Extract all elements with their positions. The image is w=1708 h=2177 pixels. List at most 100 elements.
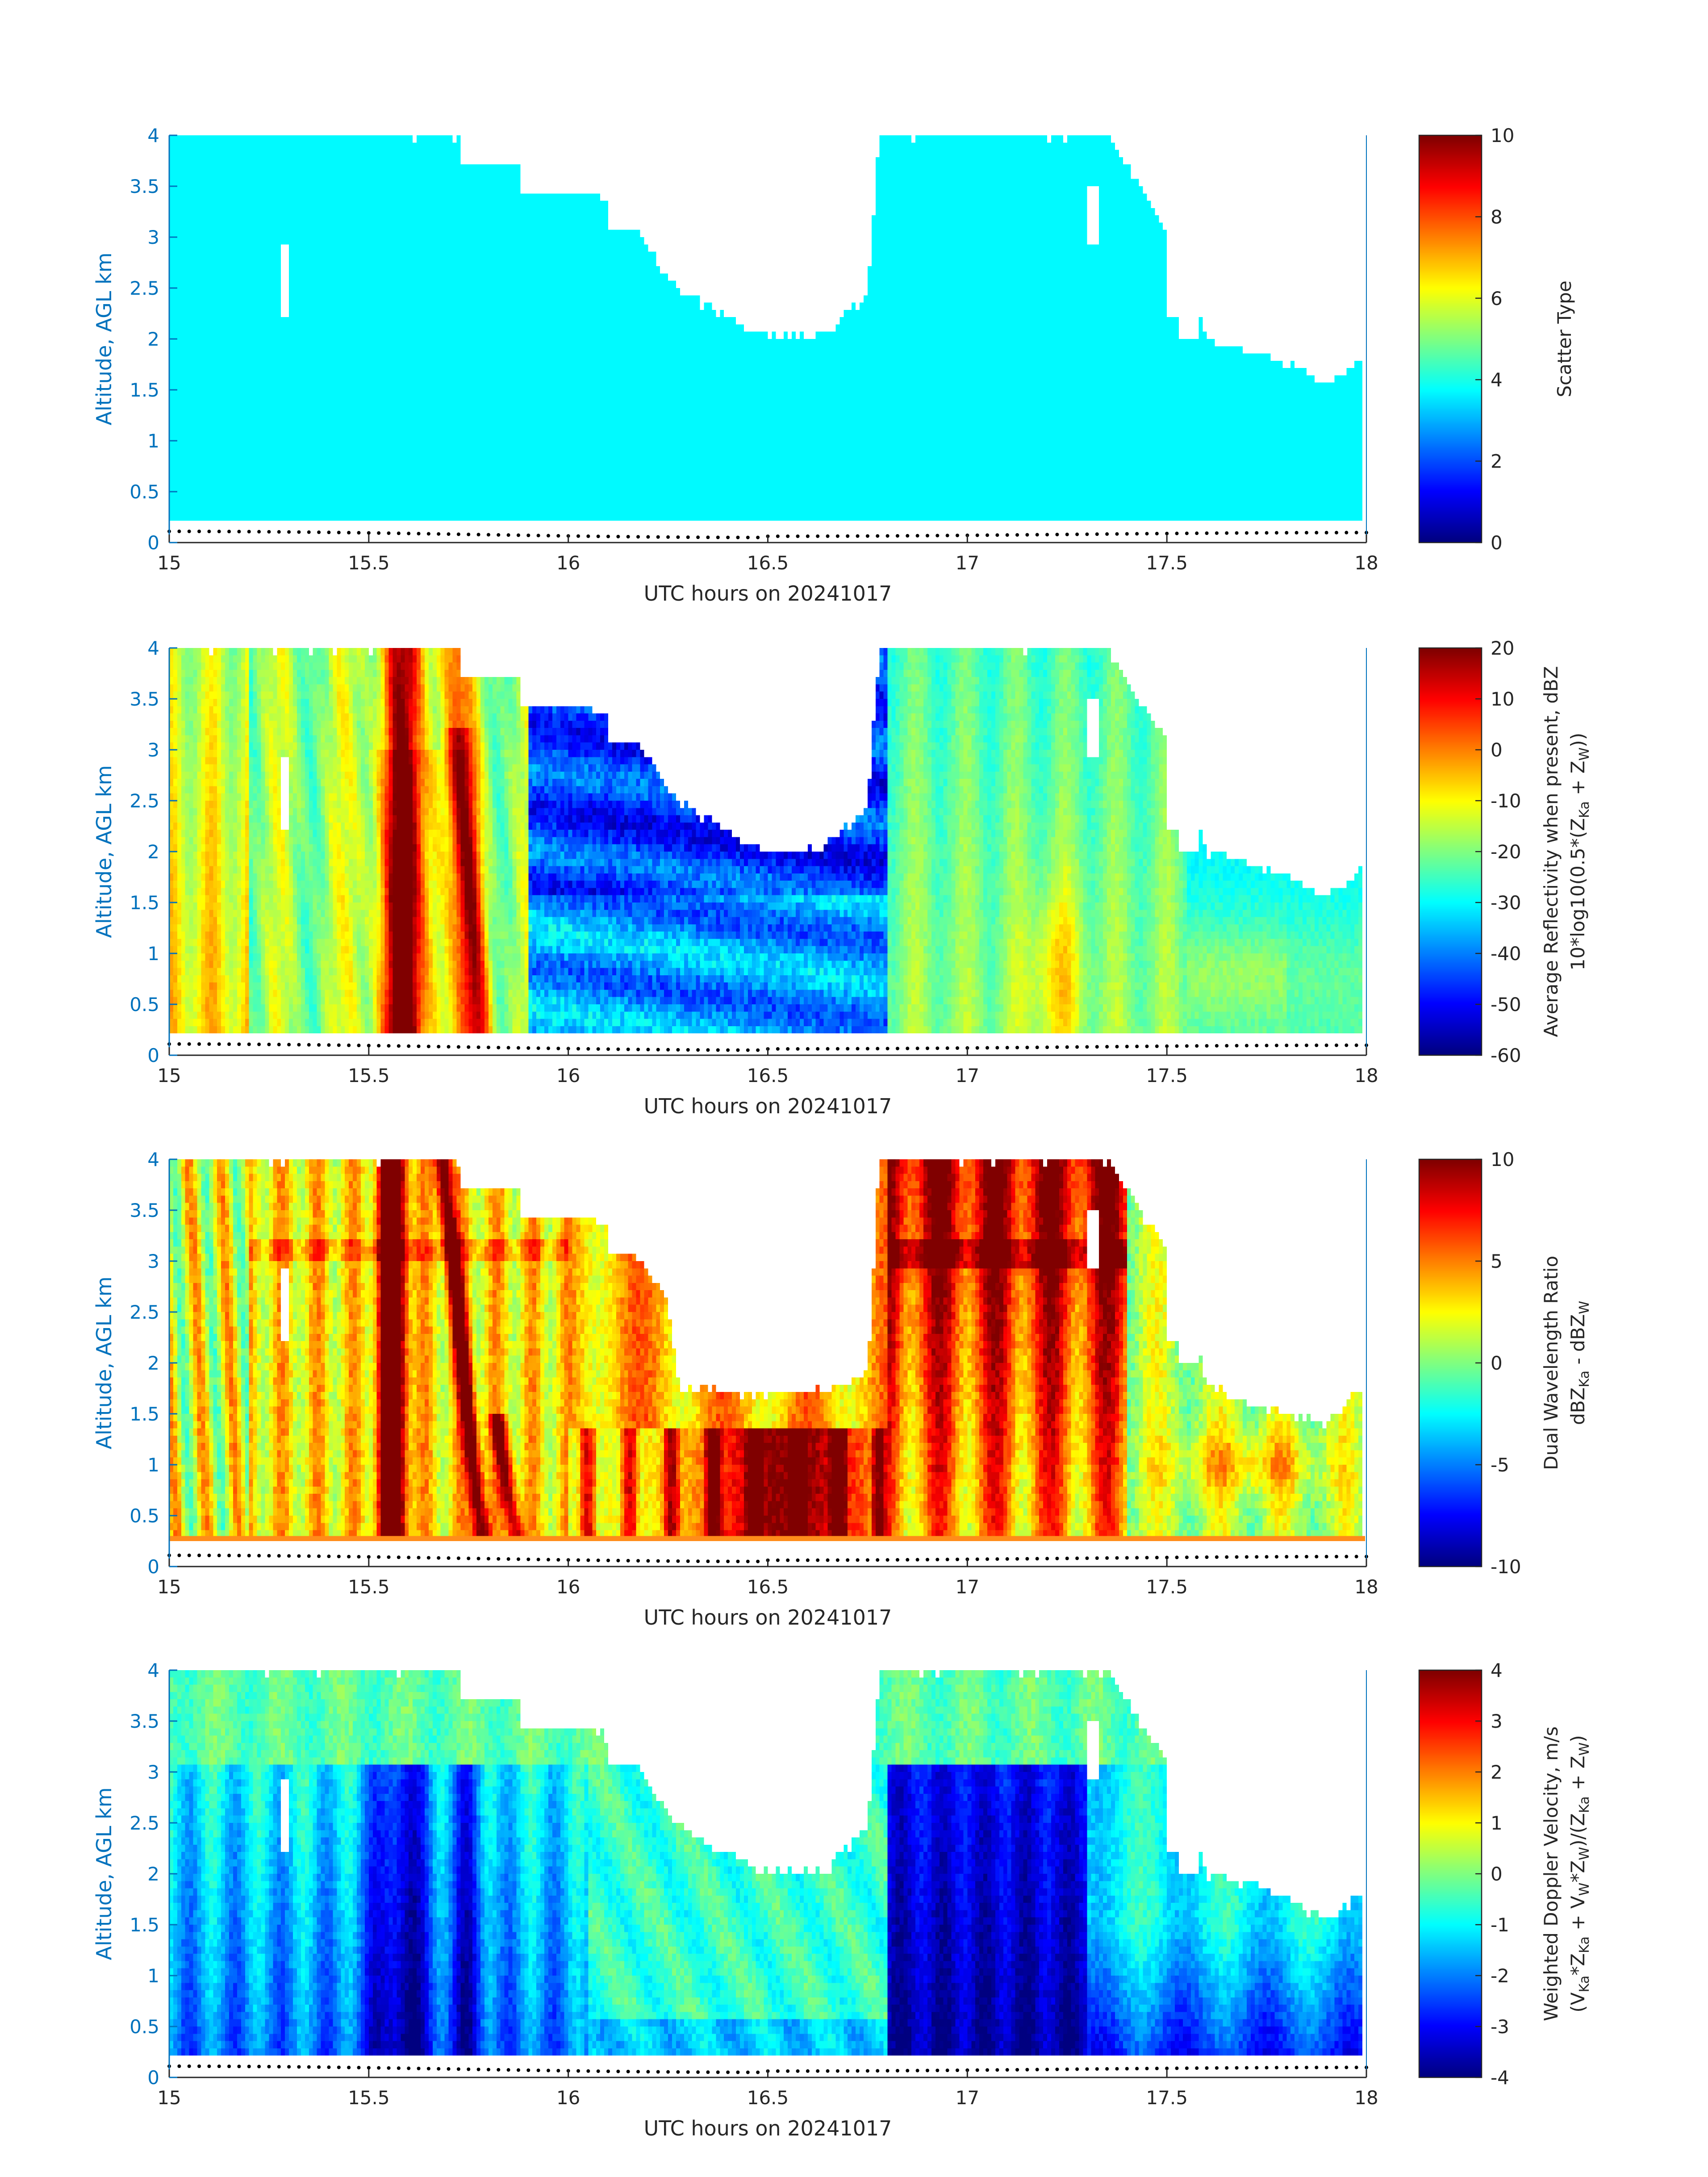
ground-dot: [217, 1042, 221, 1046]
ground-dot: [1354, 531, 1358, 535]
ground-dot: [776, 534, 780, 538]
ground-dot: [1354, 2065, 1358, 2069]
ground-dot: [1045, 2068, 1049, 2072]
colorbar-tick-label: 10: [1491, 1149, 1514, 1170]
ground-dot: [876, 2069, 880, 2073]
colorbar-tick-label: 3: [1491, 1710, 1503, 1732]
ground-dot: [726, 535, 730, 539]
ground-dot: [746, 1048, 750, 1052]
ground-dot: [1354, 1043, 1358, 1047]
y-tick-label: 0.5: [129, 1505, 159, 1527]
ground-dot: [247, 1042, 251, 1046]
ground-dot: [1005, 2068, 1009, 2072]
ground-dot: [915, 534, 919, 538]
x-tick-label: 15.5: [348, 552, 390, 574]
ground-dot: [796, 1047, 800, 1051]
ground-dot: [986, 533, 990, 537]
ground-dot: [387, 1555, 391, 1559]
ground-dot: [1255, 2066, 1259, 2070]
ground-dot: [955, 1046, 959, 1050]
y-tick-label: 2: [147, 1352, 159, 1374]
ground-dot: [876, 1558, 880, 1562]
y-tick-label: 3: [147, 226, 159, 248]
y-tick-label: 2.5: [129, 1812, 159, 1834]
ground-dot: [447, 1045, 451, 1049]
ground-dot: [1345, 2065, 1349, 2069]
colorbar-label: Weighted Doppler Velocity, m/s: [1540, 1726, 1562, 2021]
ground-dot: [1015, 1045, 1019, 1049]
ground-dot: [1165, 1044, 1169, 1048]
ground-dot: [1285, 1044, 1289, 1048]
ground-dot: [546, 1558, 550, 1562]
ground-dot: [447, 1556, 451, 1560]
ground-dot: [696, 535, 700, 539]
ground-dot: [1324, 1554, 1328, 1559]
ground-dot: [536, 1558, 540, 1562]
ground-dot: [516, 1557, 520, 1561]
colorbar-tick-label: 20: [1491, 637, 1514, 659]
ground-dot: [1215, 2066, 1219, 2070]
ground-dot: [1085, 1556, 1089, 1560]
ground-dot: [1285, 1555, 1289, 1559]
x-tick-label: 18: [1354, 1065, 1378, 1086]
colorbar-velocity: -4 -3 -2 -1 0 1 2 3 4 Weighted Doppler Velocity, …: [1418, 1659, 1592, 2089]
ground-dot: [1175, 2066, 1179, 2070]
ground-dot: [1115, 1556, 1119, 1560]
ground-dot: [835, 1558, 839, 1562]
ground-dot: [277, 1043, 281, 1047]
ground-dot: [267, 1042, 271, 1046]
ground-dot: [736, 1048, 740, 1052]
ground-dot: [1304, 1554, 1308, 1559]
ground-dot: [1075, 532, 1079, 536]
ground-dot: [257, 530, 261, 534]
ground-dot: [1135, 532, 1139, 536]
x-tick-label: 18: [1354, 552, 1378, 574]
x-tick-label: 15: [157, 1576, 181, 1598]
y-tick-label: 1: [147, 1965, 159, 1987]
ground-dot: [856, 1047, 860, 1051]
ground-dot: [397, 2066, 401, 2070]
colorbar-tick-label: -40: [1491, 943, 1521, 965]
colorbar-tick-label: 0: [1491, 532, 1503, 554]
ground-dot: [327, 531, 331, 535]
ground-dot: [1185, 1044, 1189, 1048]
x-tick-label: 17: [956, 552, 979, 574]
ground-dot: [756, 1048, 760, 1052]
y-axis-label: Altitude, AGL km: [92, 765, 116, 938]
y-tick-label: 2.5: [129, 277, 159, 299]
ground-dot: [1195, 2066, 1199, 2070]
ground-dot: [556, 2068, 560, 2073]
ground-dot: [497, 1557, 501, 1561]
ground-dot: [606, 1559, 610, 1563]
ground-dot: [1195, 1044, 1199, 1048]
ground-dot: [746, 1559, 750, 1563]
ground-dot: [826, 1047, 830, 1051]
ground-dot: [456, 532, 460, 536]
colorbar-label: Average Reflectivity when present, dBZ: [1540, 666, 1562, 1037]
ground-dot: [1354, 1554, 1358, 1559]
ground-dot: [407, 531, 411, 535]
ground-dot: [227, 1554, 231, 1558]
ground-dot: [776, 1558, 780, 1562]
ground-dot: [1295, 531, 1299, 535]
ground-dot: [357, 1044, 361, 1048]
ground-dot: [486, 533, 490, 537]
ground-dot: [726, 1048, 730, 1052]
ground-dot: [177, 2064, 181, 2068]
colorbar-label: (VKa​*ZKa​ + VW​*ZW​)/(ZKa​ + ZW​): [1567, 1735, 1592, 2012]
heatmap-velocity: [169, 1670, 1366, 2077]
y-tick-label: 0: [147, 532, 159, 554]
ground-dot: [237, 1042, 241, 1046]
ground-dot: [556, 1046, 560, 1050]
ground-dot: [1065, 532, 1069, 536]
ground-dot: [1165, 1555, 1169, 1559]
ground-dot: [606, 2069, 610, 2073]
ground-dot: [307, 1043, 311, 1047]
ground-dot: [407, 1044, 411, 1048]
x-tick-label: 15.5: [348, 2087, 390, 2109]
ground-dot: [935, 1046, 940, 1050]
y-tick-label: 2: [147, 328, 159, 350]
ground-dot: [1055, 532, 1059, 536]
ground-dot: [1345, 531, 1349, 535]
